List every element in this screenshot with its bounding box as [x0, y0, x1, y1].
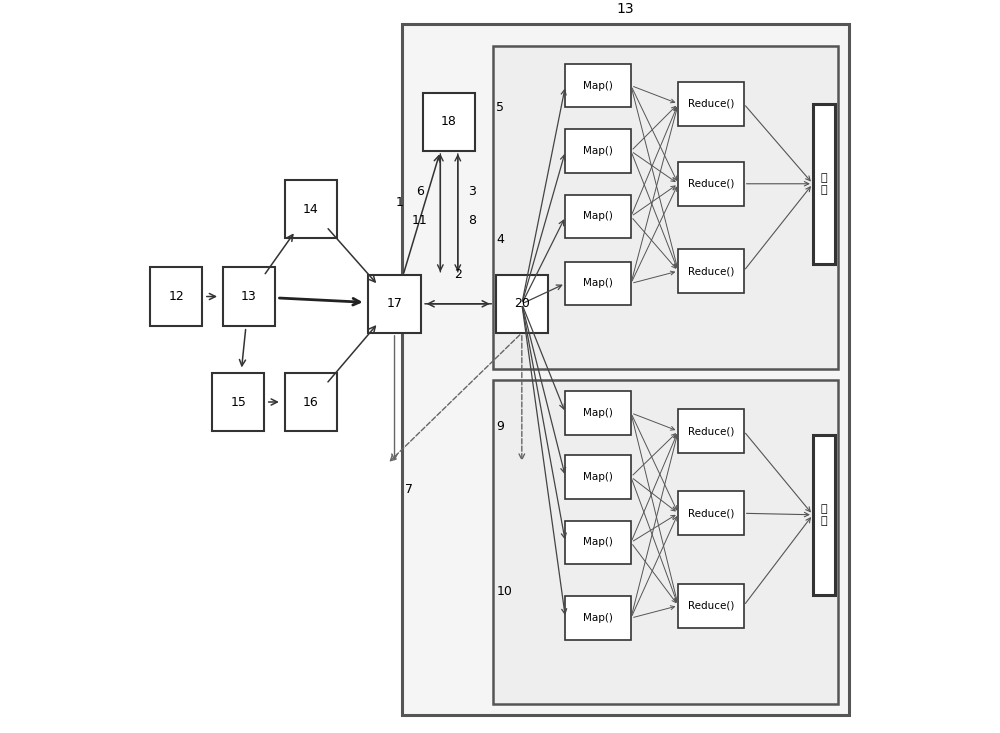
Text: 10: 10 [496, 585, 512, 598]
Text: 1: 1 [396, 196, 404, 209]
Bar [223, 268, 275, 325]
Bar [678, 492, 744, 535]
Text: Reduce(): Reduce() [688, 426, 734, 436]
Bar [402, 23, 849, 715]
Bar [813, 435, 835, 594]
Text: Reduce(): Reduce() [688, 600, 734, 611]
Text: 15: 15 [230, 396, 246, 408]
Text: 11: 11 [412, 214, 428, 226]
Bar [565, 520, 631, 564]
Bar [678, 584, 744, 627]
Bar [368, 275, 421, 333]
Text: 6: 6 [416, 185, 424, 198]
Bar [565, 195, 631, 238]
Text: Map(): Map() [583, 472, 613, 482]
Bar [496, 275, 548, 333]
Text: 14: 14 [303, 203, 319, 216]
Text: 3: 3 [468, 185, 476, 198]
Text: 18: 18 [441, 115, 457, 128]
Bar [285, 180, 337, 238]
Text: 输
出: 输 出 [820, 173, 827, 194]
Text: 输
出: 输 出 [820, 504, 827, 526]
Text: 9: 9 [496, 420, 504, 433]
Text: Reduce(): Reduce() [688, 179, 734, 189]
Text: Reduce(): Reduce() [688, 266, 734, 276]
Bar [678, 249, 744, 293]
Text: Map(): Map() [583, 537, 613, 548]
Bar [150, 268, 202, 325]
Bar [493, 380, 838, 704]
Bar [678, 162, 744, 205]
Bar [285, 373, 337, 431]
Bar [565, 64, 631, 107]
Bar [565, 391, 631, 435]
Bar [565, 129, 631, 173]
Bar [565, 596, 631, 640]
Bar [678, 409, 744, 453]
Bar [565, 262, 631, 305]
Bar [678, 82, 744, 125]
Text: Map(): Map() [583, 81, 613, 91]
Text: 16: 16 [303, 396, 319, 408]
Text: 13: 13 [241, 290, 257, 303]
Bar [565, 455, 631, 498]
Bar [423, 93, 475, 151]
Text: Reduce(): Reduce() [688, 99, 734, 108]
Bar [493, 45, 838, 369]
Text: 5: 5 [496, 101, 504, 114]
Text: Map(): Map() [583, 613, 613, 623]
Text: 12: 12 [168, 290, 184, 303]
Text: Map(): Map() [583, 408, 613, 418]
Text: 20: 20 [514, 298, 530, 310]
Text: Map(): Map() [583, 146, 613, 156]
Bar [212, 373, 264, 431]
Text: 17: 17 [387, 298, 402, 310]
Text: 13: 13 [617, 2, 634, 16]
Text: Reduce(): Reduce() [688, 508, 734, 518]
Text: 4: 4 [496, 232, 504, 246]
Bar [813, 104, 835, 264]
Text: Map(): Map() [583, 279, 613, 288]
Text: Map(): Map() [583, 212, 613, 221]
Text: 7: 7 [405, 483, 413, 496]
Text: 8: 8 [468, 214, 476, 226]
Text: 2: 2 [454, 268, 462, 281]
